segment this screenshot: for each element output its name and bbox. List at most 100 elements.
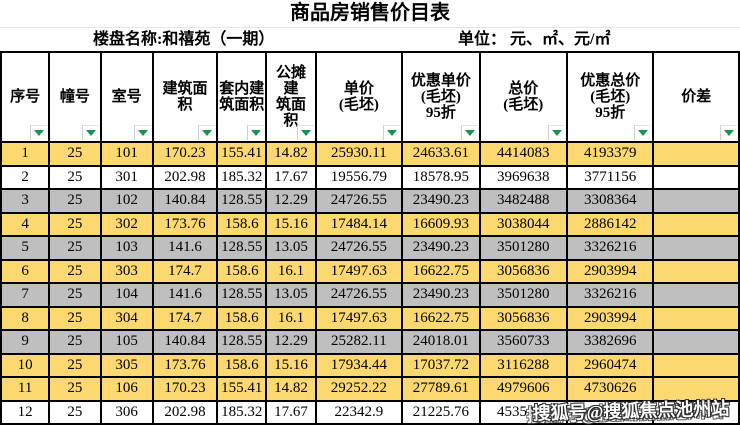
- cell[interactable]: [652, 282, 740, 308]
- cell[interactable]: [652, 329, 740, 355]
- cell[interactable]: 105: [99, 329, 154, 355]
- cell[interactable]: 25: [48, 188, 102, 214]
- cell[interactable]: 3482488: [478, 188, 569, 214]
- cell[interactable]: 27789.61: [401, 376, 481, 402]
- cell[interactable]: 158.6: [216, 305, 268, 331]
- cell[interactable]: 4193379: [565, 141, 655, 167]
- cell[interactable]: 3038044: [478, 211, 569, 237]
- cell[interactable]: 25: [48, 258, 102, 284]
- cell[interactable]: 3326216: [565, 235, 655, 261]
- cell[interactable]: 16609.93: [401, 211, 481, 237]
- cell[interactable]: 23490.23: [401, 188, 481, 214]
- cell[interactable]: 25282.11: [314, 329, 404, 355]
- cell[interactable]: 14.82: [265, 376, 317, 402]
- cell[interactable]: 15.16: [265, 211, 317, 237]
- cell[interactable]: 2960474: [565, 352, 655, 378]
- filter-dropdown-icon[interactable]: [247, 125, 265, 140]
- cell[interactable]: 185.32: [216, 399, 268, 425]
- cell[interactable]: 17497.63: [314, 258, 404, 284]
- column-header[interactable]: 套内建 筑面积: [216, 51, 268, 143]
- cell[interactable]: 3: [0, 188, 51, 214]
- filter-dropdown-icon[interactable]: [548, 125, 565, 140]
- cell[interactable]: 14.82: [265, 141, 317, 167]
- cell[interactable]: 6: [0, 258, 51, 284]
- column-header[interactable]: 单价 (毛坯): [314, 51, 404, 143]
- cell[interactable]: 11: [0, 376, 51, 402]
- filter-dropdown-icon[interactable]: [720, 125, 737, 140]
- cell[interactable]: 24726.55: [314, 235, 404, 261]
- filter-dropdown-icon[interactable]: [81, 125, 99, 140]
- cell[interactable]: 174.7: [151, 258, 219, 284]
- cell[interactable]: [652, 258, 740, 284]
- cell[interactable]: 25: [48, 164, 102, 190]
- cell[interactable]: 1: [0, 141, 51, 167]
- cell[interactable]: 17484.14: [314, 211, 404, 237]
- cell[interactable]: 16.1: [265, 258, 317, 284]
- cell[interactable]: [652, 399, 740, 425]
- cell[interactable]: 17497.63: [314, 305, 404, 331]
- filter-dropdown-icon[interactable]: [383, 125, 401, 140]
- cell[interactable]: 16622.75: [401, 305, 481, 331]
- cell[interactable]: 128.55: [216, 282, 268, 308]
- cell[interactable]: 303: [99, 258, 154, 284]
- cell[interactable]: 7: [0, 282, 51, 308]
- cell[interactable]: 15.16: [265, 352, 317, 378]
- cell[interactable]: 25: [48, 211, 102, 237]
- column-header[interactable]: 优惠总价 (毛坯) 95折: [565, 51, 655, 143]
- cell[interactable]: 17037.72: [401, 352, 481, 378]
- filter-dropdown-icon[interactable]: [634, 125, 652, 140]
- cell[interactable]: 4414083: [478, 141, 569, 167]
- cell[interactable]: 173.76: [151, 211, 219, 237]
- cell[interactable]: 3056836: [478, 305, 569, 331]
- cell[interactable]: [565, 399, 655, 425]
- cell[interactable]: 29252.22: [314, 376, 404, 402]
- cell[interactable]: 22342.9: [314, 399, 404, 425]
- cell[interactable]: 12: [0, 399, 51, 425]
- cell[interactable]: 24726.55: [314, 188, 404, 214]
- cell[interactable]: 25: [48, 141, 102, 167]
- cell[interactable]: 25: [48, 305, 102, 331]
- cell[interactable]: 17.67: [265, 164, 317, 190]
- cell[interactable]: 2903994: [565, 305, 655, 331]
- cell[interactable]: 3560733: [478, 329, 569, 355]
- cell[interactable]: 103: [99, 235, 154, 261]
- cell[interactable]: 5: [0, 235, 51, 261]
- cell[interactable]: 158.6: [216, 352, 268, 378]
- cell[interactable]: 202.98: [151, 164, 219, 190]
- cell[interactable]: 9: [0, 329, 51, 355]
- cell[interactable]: 25: [48, 235, 102, 261]
- cell[interactable]: 128.55: [216, 188, 268, 214]
- column-header[interactable]: 幢号: [48, 51, 102, 143]
- cell[interactable]: 23490.23: [401, 235, 481, 261]
- cell[interactable]: 128.55: [216, 329, 268, 355]
- cell[interactable]: 202.98: [151, 399, 219, 425]
- cell[interactable]: 4979606: [478, 376, 569, 402]
- cell[interactable]: 24633.61: [401, 141, 481, 167]
- filter-dropdown-icon[interactable]: [30, 125, 48, 140]
- cell[interactable]: [652, 305, 740, 331]
- cell[interactable]: 185.32: [216, 164, 268, 190]
- cell[interactable]: 140.84: [151, 329, 219, 355]
- cell[interactable]: 2903994: [565, 258, 655, 284]
- cell[interactable]: 170.23: [151, 376, 219, 402]
- cell[interactable]: 24726.55: [314, 282, 404, 308]
- cell[interactable]: 4730626: [565, 376, 655, 402]
- cell[interactable]: 16622.75: [401, 258, 481, 284]
- cell[interactable]: 301: [99, 164, 154, 190]
- cell[interactable]: 155.41: [216, 376, 268, 402]
- cell[interactable]: 304: [99, 305, 154, 331]
- cell[interactable]: [652, 376, 740, 402]
- cell[interactable]: 24018.01: [401, 329, 481, 355]
- cell[interactable]: 174.7: [151, 305, 219, 331]
- cell[interactable]: [652, 352, 740, 378]
- cell[interactable]: 102: [99, 188, 154, 214]
- cell[interactable]: 170.23: [151, 141, 219, 167]
- cell[interactable]: 4: [0, 211, 51, 237]
- cell[interactable]: 19556.79: [314, 164, 404, 190]
- cell[interactable]: 25: [48, 282, 102, 308]
- cell[interactable]: [652, 235, 740, 261]
- cell[interactable]: 8: [0, 305, 51, 331]
- cell[interactable]: 4535162: [478, 399, 569, 425]
- cell[interactable]: 3056836: [478, 258, 569, 284]
- filter-dropdown-icon[interactable]: [133, 125, 151, 140]
